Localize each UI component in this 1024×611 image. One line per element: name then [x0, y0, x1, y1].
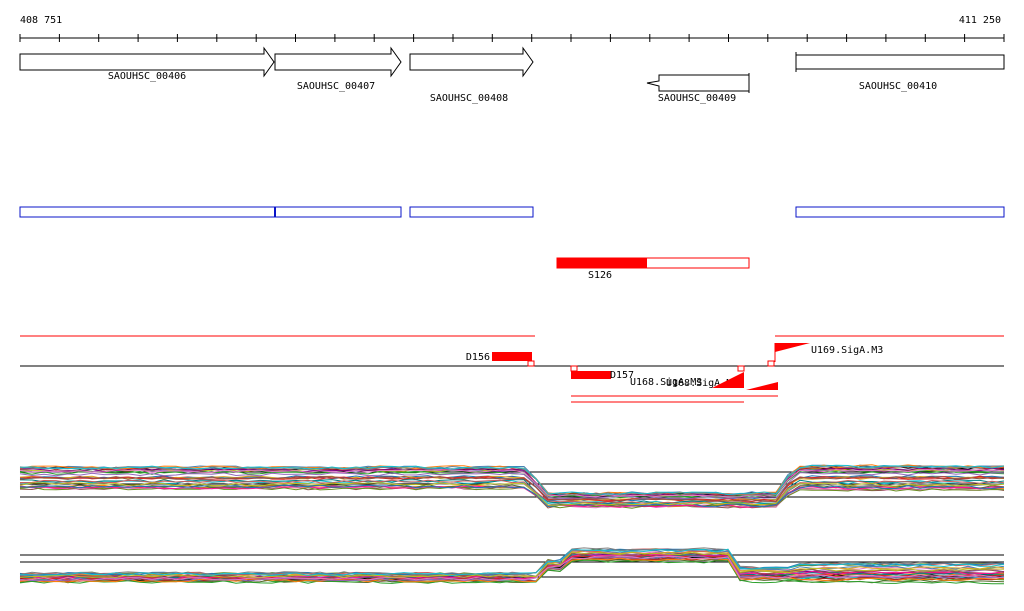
feature-label: D156	[466, 352, 490, 363]
promoter-wedge	[746, 382, 778, 390]
expression-line	[19, 484, 1005, 508]
gene-saouhsc-00408[interactable]: SAOUHSC_00408	[409, 46, 534, 104]
expression-line	[19, 482, 1005, 506]
gene-track: SAOUHSC_00406 SAOUHSC_00407 SAOUHSC_0040…	[19, 46, 1005, 104]
gene-arrow[interactable]	[646, 74, 750, 92]
gene-label: SAOUHSC_00409	[658, 93, 736, 104]
gene-saouhsc-00407[interactable]: SAOUHSC_00407	[274, 46, 402, 92]
expression-lines	[19, 547, 1005, 585]
segment-label: S126	[588, 270, 612, 281]
operon-track	[19, 206, 1005, 218]
operon-box[interactable]	[795, 206, 1005, 218]
feature-block[interactable]	[571, 371, 611, 379]
ruler-ticks	[19, 34, 1005, 42]
transcription-unit-s126[interactable]: S126	[556, 257, 750, 281]
gene-label: SAOUHSC_00408	[430, 93, 508, 104]
gene-arrow[interactable]	[274, 46, 402, 78]
expression-line	[19, 555, 1005, 581]
feature-d157[interactable]: D157	[570, 365, 634, 381]
segment-fill	[557, 258, 647, 268]
expression-track-lower	[19, 547, 1005, 585]
gene-saouhsc-00406[interactable]: SAOUHSC_00406	[19, 46, 275, 82]
feature-u169[interactable]: U169.SigA.M3	[767, 343, 883, 367]
ruler-end-label: 411 250	[959, 15, 1001, 26]
operon-box[interactable]	[409, 206, 534, 218]
expression-line	[19, 476, 1005, 503]
expression-line	[19, 464, 1005, 496]
promoter-wedge	[775, 343, 810, 352]
feature-u168[interactable]: U168.SigA.M3 U168.SigA.M3	[571, 365, 778, 403]
gene-label: SAOUHSC_00410	[859, 81, 937, 92]
expression-lines	[19, 464, 1005, 509]
feature-marker	[570, 365, 578, 372]
feature-label: D157	[610, 370, 634, 381]
gene-saouhsc-00410[interactable]: SAOUHSC_00410	[795, 52, 1005, 92]
expression-line	[19, 464, 1005, 496]
expression-line	[19, 486, 1005, 509]
expression-track-upper	[19, 464, 1005, 509]
feature-label: U168.SigA.M3	[666, 378, 738, 389]
gene-arrow[interactable]	[409, 46, 534, 78]
gene-label: SAOUHSC_00406	[108, 71, 186, 82]
expression-line	[19, 472, 1005, 500]
operon-box[interactable]	[19, 206, 276, 218]
feature-marker	[767, 360, 775, 367]
expression-line	[19, 467, 1005, 497]
gene-saouhsc-00409[interactable]: SAOUHSC_00409	[646, 73, 750, 104]
operon-box[interactable]	[274, 206, 402, 218]
feature-label: U169.SigA.M3	[811, 345, 883, 356]
feature-marker	[527, 360, 535, 367]
gene-label: SAOUHSC_00407	[297, 81, 375, 92]
promoter-wedge	[712, 372, 744, 388]
ruler-start-label: 408 751	[20, 15, 62, 26]
expression-line	[19, 468, 1005, 498]
gene-box[interactable]	[795, 54, 1005, 70]
feature-track: D156 D157 U168.SigA.M3 U168.SigA.M3 U169…	[20, 335, 1004, 403]
expression-line	[19, 475, 1005, 502]
coordinate-ruler: 408 751 411 250	[19, 15, 1005, 42]
expression-line	[19, 557, 1005, 583]
feature-marker	[737, 365, 745, 372]
feature-d156[interactable]: D156	[466, 352, 535, 367]
feature-label: U168.SigA.M3	[630, 377, 702, 388]
expression-line	[19, 548, 1005, 577]
expression-line	[19, 475, 1005, 502]
feature-block[interactable]	[492, 352, 532, 361]
expression-line	[19, 479, 1005, 504]
expression-line	[19, 551, 1005, 579]
gene-arrow[interactable]	[19, 46, 275, 78]
